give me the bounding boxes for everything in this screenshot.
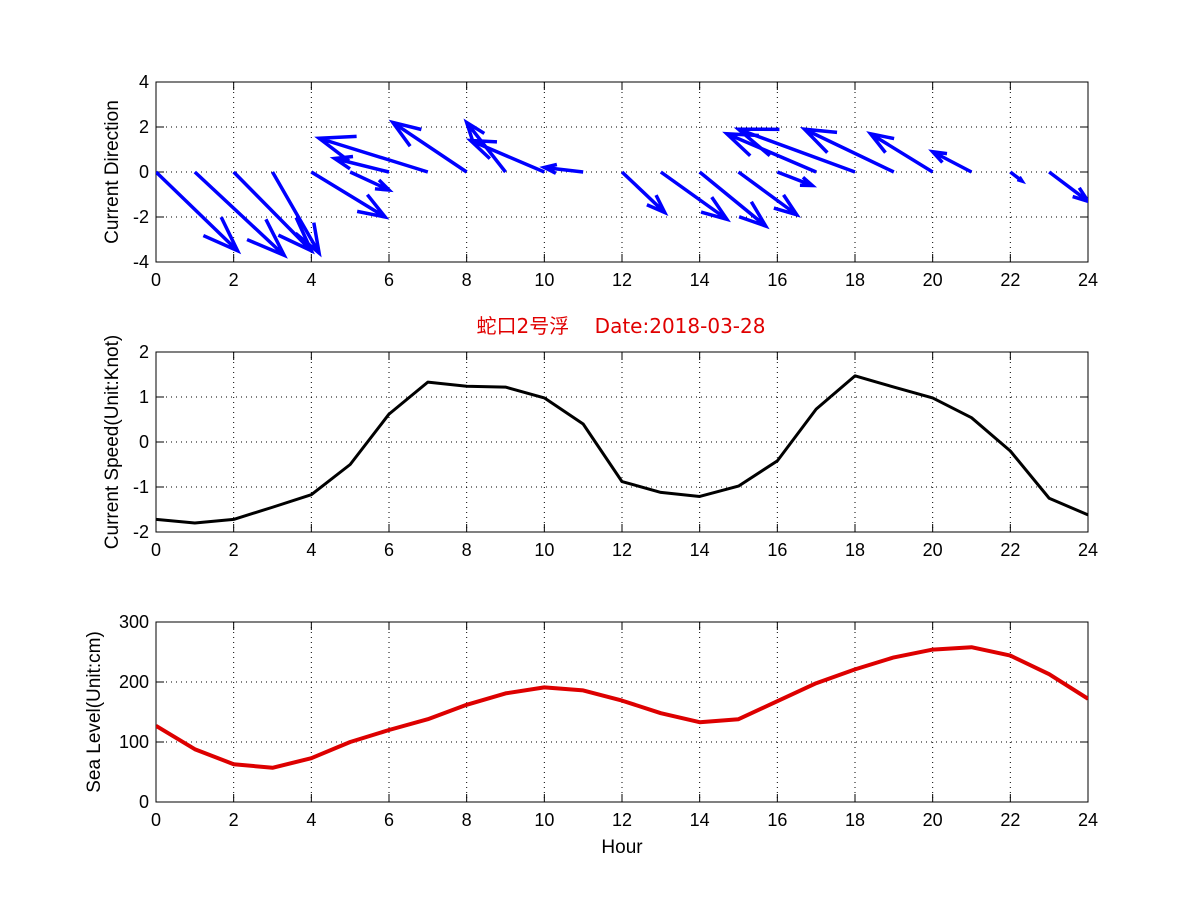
current-vector-arrow bbox=[1048, 170, 1088, 204]
x-tick-label: 0 bbox=[151, 270, 161, 290]
current-vector-arrow bbox=[733, 127, 856, 174]
plot-area bbox=[156, 374, 1088, 525]
current-vector-arrow bbox=[866, 131, 934, 174]
y-axis-label: Current Speed(Unit:Knot) bbox=[102, 335, 123, 549]
x-tick-label: 12 bbox=[612, 810, 632, 830]
x-tick-label: 4 bbox=[306, 270, 316, 290]
current-vector-arrow bbox=[349, 170, 394, 193]
x-tick-label: 10 bbox=[534, 810, 554, 830]
current-vector-arrow bbox=[388, 119, 468, 174]
plot-area bbox=[156, 645, 1088, 770]
y-tick-label: 100 bbox=[119, 732, 149, 752]
x-tick-label: 8 bbox=[462, 540, 472, 560]
x-tick-label: 8 bbox=[462, 810, 472, 830]
current-vector-arrow bbox=[620, 170, 669, 217]
current-vector-arrow bbox=[659, 170, 732, 223]
current-vector-arrow bbox=[156, 170, 242, 255]
x-tick-label: 2 bbox=[229, 810, 239, 830]
current-vector-arrow bbox=[465, 138, 546, 174]
current-vector-arrow bbox=[270, 171, 322, 258]
x-tick-label: 16 bbox=[767, 540, 787, 560]
current-vector-arrow bbox=[193, 170, 288, 259]
current-speed-line bbox=[156, 374, 1088, 525]
x-tick-label: 22 bbox=[1000, 270, 1020, 290]
y-tick-label: 1 bbox=[139, 387, 149, 407]
y-tick-label: 0 bbox=[139, 792, 149, 812]
x-axis-label: Hour bbox=[601, 837, 643, 858]
y-tick-label: -2 bbox=[133, 207, 149, 227]
x-tick-label: 2 bbox=[229, 540, 239, 560]
current-vector-arrow bbox=[722, 131, 817, 174]
x-tick-label: 4 bbox=[306, 540, 316, 560]
current-vector-arrow bbox=[928, 149, 973, 174]
x-tick-label: 10 bbox=[534, 540, 554, 560]
x-tick-label: 2 bbox=[229, 270, 239, 290]
x-tick-label: 6 bbox=[384, 810, 394, 830]
current-vector-arrow bbox=[737, 170, 801, 218]
x-tick-label: 10 bbox=[534, 270, 554, 290]
y-tick-label: 0 bbox=[139, 162, 149, 182]
x-tick-label: 16 bbox=[767, 810, 787, 830]
x-tick-label: 24 bbox=[1078, 540, 1098, 560]
y-axis-label: Current Direction bbox=[102, 100, 123, 244]
y-tick-label: -2 bbox=[133, 522, 149, 542]
x-tick-label: 22 bbox=[1000, 810, 1020, 830]
y-tick-label: -1 bbox=[133, 477, 149, 497]
current-vector-arrow bbox=[799, 127, 895, 174]
x-tick-label: 14 bbox=[690, 540, 710, 560]
current-vector-arrow bbox=[698, 170, 770, 230]
x-tick-label: 6 bbox=[384, 270, 394, 290]
x-tick-label: 20 bbox=[923, 540, 943, 560]
current-vector-arrow bbox=[539, 162, 584, 175]
y-tick-label: 300 bbox=[119, 612, 149, 632]
current-vector-arrow bbox=[314, 134, 429, 174]
x-tick-label: 24 bbox=[1078, 270, 1098, 290]
x-tick-label: 20 bbox=[923, 270, 943, 290]
x-tick-label: 0 bbox=[151, 810, 161, 830]
x-tick-label: 22 bbox=[1000, 540, 1020, 560]
figure-title: 蛇口2号浮 Date:2018-03-28 bbox=[477, 314, 766, 338]
x-tick-label: 16 bbox=[767, 270, 787, 290]
sea-level-line bbox=[156, 645, 1088, 770]
x-tick-label: 8 bbox=[462, 270, 472, 290]
x-tick-label: 18 bbox=[845, 810, 865, 830]
x-tick-label: 20 bbox=[923, 810, 943, 830]
x-tick-label: 18 bbox=[845, 540, 865, 560]
y-tick-label: 4 bbox=[139, 72, 149, 92]
y-tick-label: 0 bbox=[139, 432, 149, 452]
x-tick-label: 12 bbox=[612, 540, 632, 560]
x-tick-label: 24 bbox=[1078, 810, 1098, 830]
current-vector-arrow bbox=[310, 170, 390, 220]
y-tick-label: -4 bbox=[133, 252, 149, 272]
y-tick-label: 2 bbox=[139, 342, 149, 362]
y-axis-label: Sea Level(Unit:cm) bbox=[84, 631, 105, 793]
x-tick-label: 6 bbox=[384, 540, 394, 560]
current-vector-arrow bbox=[776, 170, 818, 188]
y-tick-label: 2 bbox=[139, 117, 149, 137]
x-tick-label: 0 bbox=[151, 540, 161, 560]
x-tick-label: 14 bbox=[690, 810, 710, 830]
y-tick-label: 200 bbox=[119, 672, 149, 692]
current-vector-arrow bbox=[329, 154, 390, 174]
x-tick-label: 4 bbox=[306, 810, 316, 830]
current-vector-arrow bbox=[1009, 170, 1027, 185]
x-tick-label: 18 bbox=[845, 270, 865, 290]
plot-area bbox=[156, 118, 1088, 259]
x-tick-label: 12 bbox=[612, 270, 632, 290]
x-tick-label: 14 bbox=[690, 270, 710, 290]
